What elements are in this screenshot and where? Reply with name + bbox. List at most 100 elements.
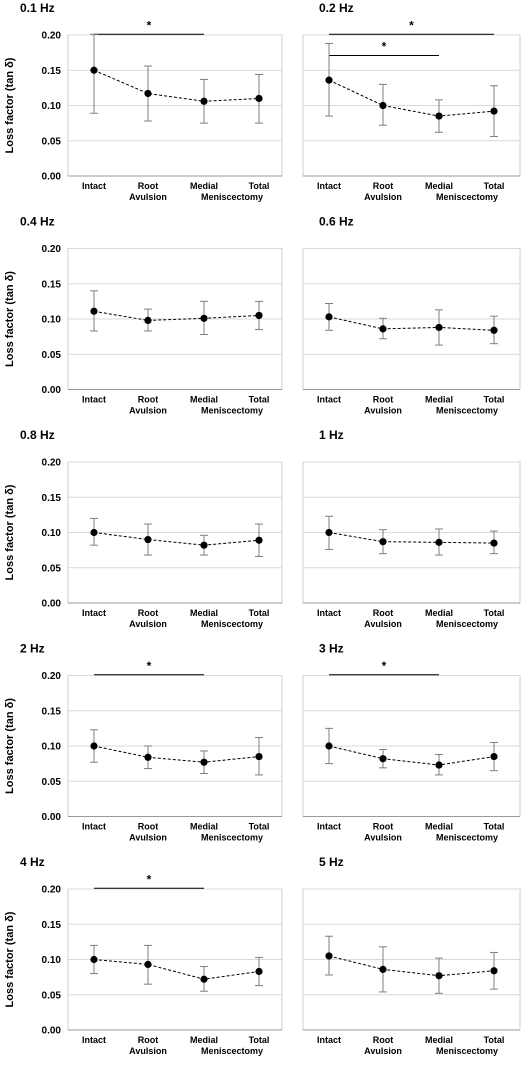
chart-panel-5: 0.00 0.05 0.10 0.15 0.20 0.8 Hz Loss factor (t…	[4, 428, 283, 629]
data-point	[144, 535, 152, 544]
x-tick-label: Meniscectomy	[201, 406, 263, 416]
x-tick-label: Total	[249, 608, 270, 618]
y-tick-label: 0.10	[42, 528, 62, 539]
chart-title: 4 Hz	[20, 855, 45, 869]
chart-panel-9: 0.00 0.05 0.10 0.15 0.20 4 Hz Loss factor (tan…	[4, 855, 283, 1056]
y-tick-label: 0.05	[42, 136, 62, 147]
data-point	[255, 536, 263, 544]
data-point	[379, 755, 387, 763]
series-line	[328, 745, 495, 766]
data-point	[379, 538, 387, 546]
series-line	[328, 316, 495, 331]
data-point	[200, 975, 208, 983]
y-tick-label: 0.20	[42, 885, 62, 896]
x-tick-label: Root	[373, 608, 394, 618]
x-tick-label: Medial	[425, 395, 453, 405]
chart-title: 2 Hz	[20, 642, 45, 656]
y-axis-label: Loss factor (tan δ)	[4, 698, 16, 794]
data-point	[255, 94, 263, 103]
y-tick-label: 0.15	[42, 706, 62, 717]
x-tick-label: Root	[373, 1035, 394, 1045]
x-tick-label: Total	[249, 822, 270, 832]
chart-title: 0.2 Hz	[319, 1, 354, 15]
data-point	[435, 538, 443, 546]
x-tick-label: Medial	[425, 822, 453, 832]
x-tick-label: Total	[484, 608, 505, 618]
y-tick-label: 0.10	[42, 742, 62, 753]
chart-panel-7: 0.00 0.05 0.10 0.15 0.20 2 Hz Loss factor (tan…	[4, 642, 283, 843]
x-tick-label: Intact	[317, 395, 341, 405]
data-point	[144, 960, 152, 969]
x-tick-label: Meniscectomy	[436, 406, 498, 416]
x-tick-label: Intact	[82, 181, 106, 191]
y-tick-label: 0.10	[42, 101, 62, 112]
series-line	[93, 745, 260, 763]
data-point	[379, 101, 387, 110]
x-tick-label: Meniscectomy	[201, 192, 263, 202]
data-point	[200, 314, 208, 322]
x-tick-label: Meniscectomy	[436, 619, 498, 629]
significance-star: *	[382, 659, 387, 673]
chart-title: 5 Hz	[319, 855, 344, 869]
data-point	[90, 742, 98, 750]
x-tick-label: Meniscectomy	[201, 619, 263, 629]
x-tick-label: Intact	[317, 822, 341, 832]
chart-title: 0.1 Hz	[20, 1, 55, 15]
chart-title: 3 Hz	[319, 642, 344, 656]
data-point	[200, 97, 208, 105]
x-tick-label: Avulsion	[129, 619, 167, 629]
data-point	[325, 76, 333, 84]
x-tick-label: Intact	[317, 181, 341, 191]
y-tick-label: 0.10	[42, 315, 62, 326]
data-point	[255, 752, 263, 761]
x-tick-label: Intact	[82, 608, 106, 618]
data-point	[435, 112, 443, 120]
data-point	[144, 753, 152, 761]
data-point	[144, 89, 152, 98]
significance-star: *	[147, 659, 152, 673]
x-tick-label: Meniscectomy	[436, 833, 498, 843]
chart-title: 0.8 Hz	[20, 428, 55, 442]
data-point	[325, 528, 333, 537]
data-point	[490, 967, 498, 975]
x-tick-label: Root	[138, 181, 159, 191]
x-tick-label: Total	[249, 1035, 270, 1045]
x-tick-label: Intact	[82, 395, 106, 405]
x-tick-label: Intact	[317, 1035, 341, 1045]
data-point	[90, 528, 98, 537]
data-point	[435, 323, 443, 332]
x-tick-label: Avulsion	[129, 192, 167, 202]
x-tick-label: Meniscectomy	[436, 192, 498, 202]
x-tick-label: Avulsion	[129, 406, 167, 416]
y-tick-label: 0.00	[42, 1026, 62, 1037]
x-tick-label: Medial	[190, 822, 218, 832]
x-tick-label: Avulsion	[364, 1046, 402, 1056]
x-tick-label: Avulsion	[364, 192, 402, 202]
x-tick-label: Total	[484, 1035, 505, 1045]
data-point	[90, 307, 98, 315]
y-tick-label: 0.00	[42, 172, 62, 183]
x-tick-label: Avulsion	[129, 833, 167, 843]
data-point	[490, 752, 498, 761]
x-tick-label: Meniscectomy	[436, 1046, 498, 1056]
y-tick-label: 0.15	[42, 66, 62, 77]
significance-star: *	[147, 872, 152, 886]
data-point	[379, 965, 387, 973]
x-tick-label: Total	[484, 822, 505, 832]
x-tick-label: Root	[138, 822, 159, 832]
y-tick-label: 0.05	[42, 350, 62, 361]
x-tick-label: Avulsion	[364, 833, 402, 843]
x-tick-label: Avulsion	[364, 619, 402, 629]
data-point	[144, 316, 152, 325]
y-axis-label: Loss factor (tan δ)	[4, 911, 16, 1007]
series-line	[93, 959, 260, 980]
data-point	[90, 955, 98, 964]
data-point	[490, 326, 498, 334]
series-line	[328, 532, 495, 544]
x-tick-label: Root	[373, 395, 394, 405]
x-tick-label: Total	[484, 395, 505, 405]
